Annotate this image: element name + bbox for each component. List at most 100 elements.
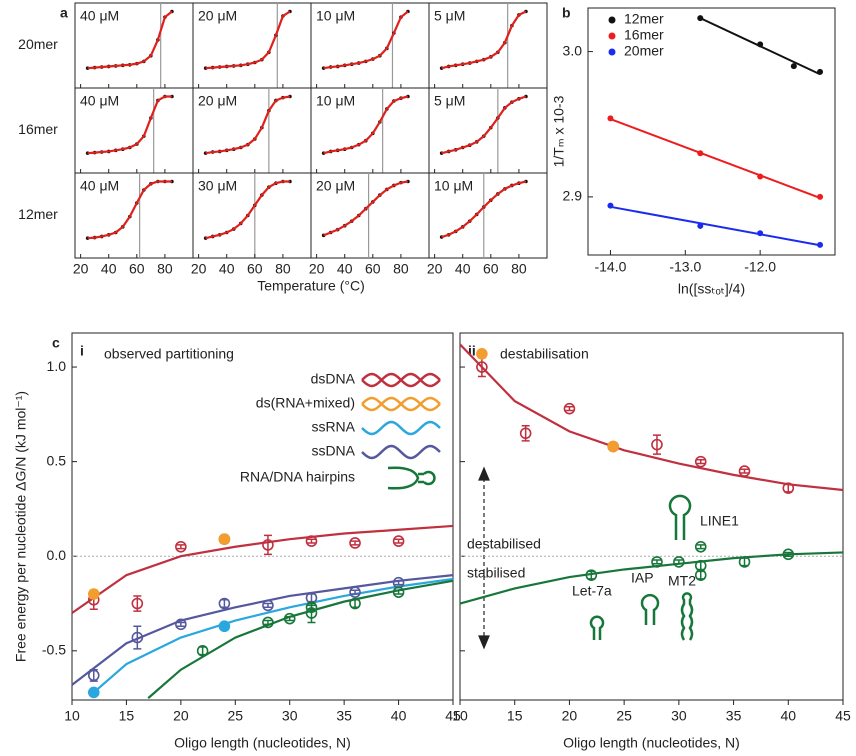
point [392,586,405,598]
x-axis-label: Oligo length (nucleotides, N) [563,735,740,751]
plot-frame [459,332,844,701]
annotation: MT2 [668,573,696,589]
mini-title: 20 μM [198,8,237,24]
point [738,556,751,568]
plot-frame [71,332,454,701]
error-bar [696,458,705,465]
x-tick-label: -13.0 [669,259,701,275]
x-tick-label: 20 [562,708,578,724]
error-bar [696,570,705,580]
point [476,348,488,360]
point [262,599,274,612]
mini-title: 20 μM [198,93,237,109]
hairpin-icon [668,494,692,540]
hairpin-icon [680,592,694,641]
point [476,361,488,373]
legend-label: ssRNA [311,419,355,435]
mini-title: 40 μM [80,8,119,24]
fit-curve [459,551,844,605]
point [87,669,100,682]
mini-title: 40 μM [80,93,119,109]
annotation: Let-7a [572,583,612,599]
error-bar [784,551,793,557]
x-tick-label: 35 [336,708,352,724]
fit-curve [71,574,454,686]
stability-arrow [478,466,490,650]
error-bar [263,534,272,556]
error-bar [133,625,142,650]
melt-fit [441,180,527,239]
point [782,482,795,494]
melt-fit [87,95,172,155]
legend-icon [361,420,441,436]
x-tick-label: 20 [191,261,207,277]
mini-title: 30 μM [198,178,237,194]
melt-fit [323,180,409,237]
point [305,601,318,614]
x-axis-label: ln([ssₜₒₜ]/4) [678,281,745,297]
legend-swatch [608,16,616,24]
x-tick-label: 60 [129,261,145,277]
x-tick-label: 60 [483,261,499,277]
legend-icon [361,372,441,388]
x-tick-label: 35 [726,708,742,724]
x-tick-label: 30 [671,708,687,724]
point [392,535,405,547]
fit-curve [93,577,454,694]
point [196,645,209,657]
row-label: 12mer [18,206,58,222]
x-tick-label: 10 [64,708,80,724]
y-tick-label: 3.0 [563,42,583,58]
error-bar [565,406,574,412]
melt-fit [87,180,172,240]
point [651,556,663,568]
panel-letter: b [562,5,571,21]
point [131,631,144,644]
row-label: 20mer [18,36,58,52]
error-bar [477,356,486,378]
x-tick-label: 60 [247,261,263,277]
x-tick-label: 10 [452,708,468,724]
mini-title: 10 μM [316,93,355,109]
error-bar [198,646,207,656]
point [262,539,274,551]
point [694,540,707,553]
error-bar [263,619,272,626]
annotation: LINE1 [700,513,739,529]
mini-title: 5 μM [434,8,465,24]
error-bar [285,616,294,622]
point [131,597,144,610]
error-bar [674,559,683,565]
error-bar [176,621,185,627]
x-tick-label: 40 [101,261,117,277]
error-bar [394,580,403,586]
point [697,222,704,229]
error-bar [652,559,661,565]
point [757,41,764,48]
point [349,597,361,610]
point [87,686,100,699]
error-bar [307,604,316,610]
y-tick-label: -0.5 [42,642,66,658]
error-bar [696,544,705,550]
x-tick-label: 40 [219,261,235,277]
point [585,569,598,581]
x-tick-label: 20 [73,261,89,277]
arrow-head [478,466,490,481]
error-bar [220,598,229,609]
panel-subtitle: observed partitioning [104,346,234,362]
point [817,68,824,75]
point [651,438,663,451]
point [694,569,707,581]
legend-swatch [608,32,616,40]
point [817,193,824,200]
row-label: 16mer [18,121,58,137]
x-tick-label: 40 [455,261,471,277]
point [607,115,614,122]
error-bar [351,540,360,546]
point [607,440,620,453]
error-bar [307,593,316,603]
x-tick-label: 25 [616,708,632,724]
mini-title: 20 μM [316,178,355,194]
